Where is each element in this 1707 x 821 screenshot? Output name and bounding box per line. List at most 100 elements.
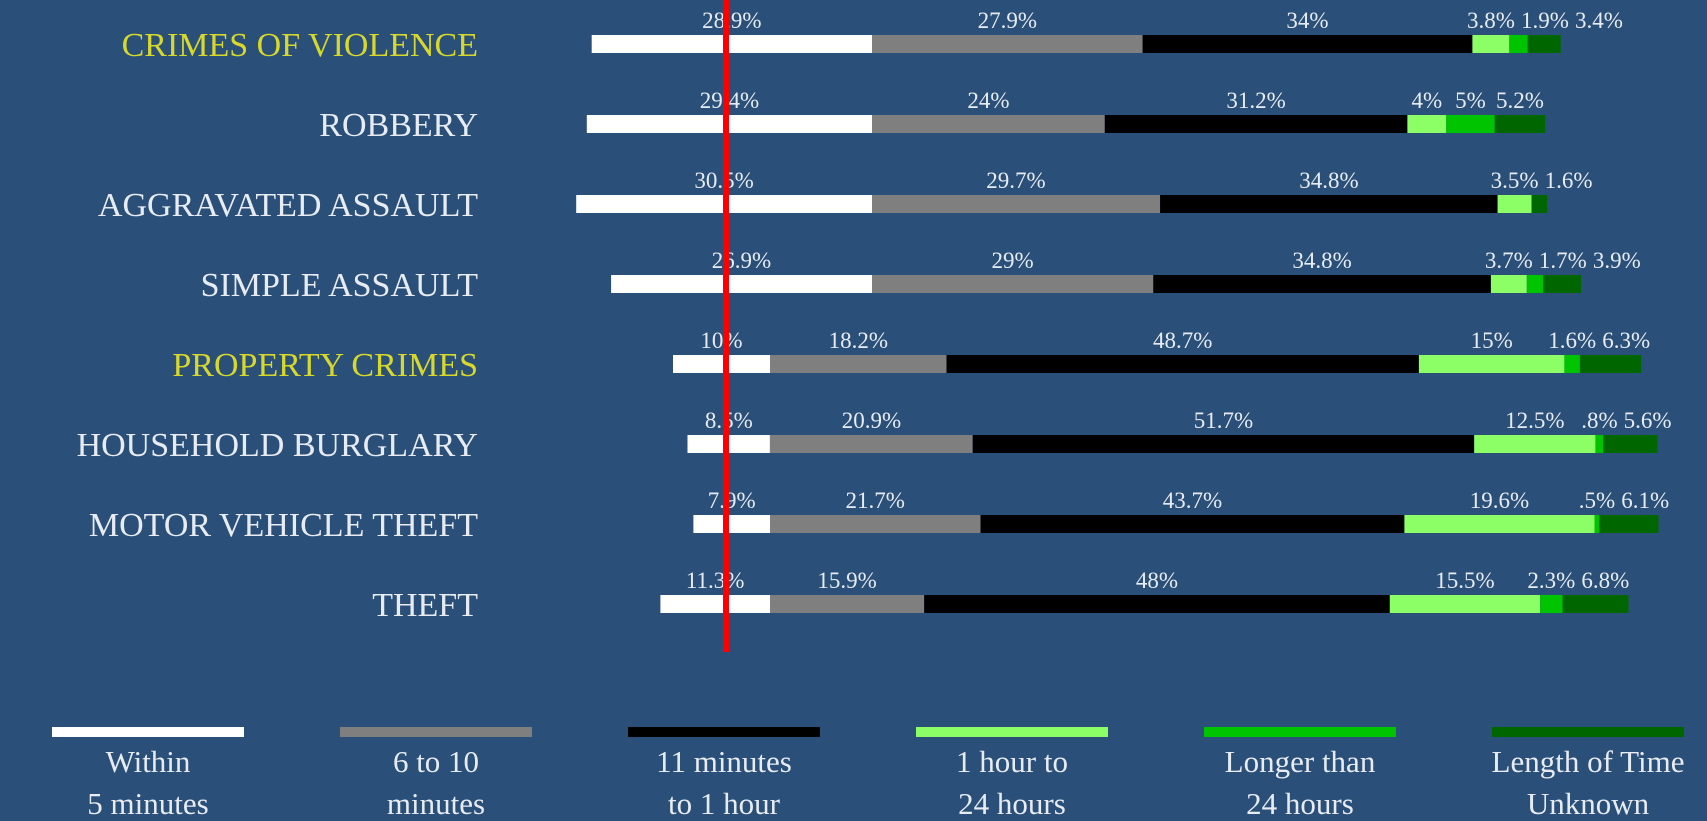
bar-segment-robbery-length-of-time-unknown <box>1494 115 1546 133</box>
bar-segment-household-burglary-11-minutes-to-1-hour <box>972 435 1475 453</box>
bar-segment-simple-assault-length-of-time-unknown <box>1543 275 1581 293</box>
bar-segment-theft-11-minutes-to-1-hour <box>924 595 1390 613</box>
value-label-simple-assault-within-5-minutes: 26.9% <box>712 248 771 273</box>
value-label-theft-within-5-minutes: 11.3% <box>686 568 745 593</box>
category-label-simple-assault: SIMPLE ASSAULT <box>201 267 479 304</box>
legend-swatch-1-hour-to-24-hours <box>916 727 1108 737</box>
value-label-theft-longer-than-24-hours: 2.3% <box>1527 568 1575 593</box>
legend-swatch-11-minutes-to-1-hour <box>628 727 820 737</box>
value-label-simple-assault-1-hour-to-24-hours: 3.7% <box>1485 248 1533 273</box>
value-label-crimes-of-violence-11-minutes-to-1-hour: 34% <box>1286 8 1328 33</box>
value-label-household-burglary-length-of-time-unknown: 5.6% <box>1624 408 1672 433</box>
bar-segment-theft-within-5-minutes <box>660 595 770 613</box>
bar-segment-theft-6-to-10-minutes <box>770 595 925 613</box>
legend-swatch-length-of-time-unknown <box>1492 727 1684 737</box>
value-label-property-crimes-6-to-10-minutes: 18.2% <box>829 328 888 353</box>
value-label-motor-vehicle-theft-length-of-time-unknown: 6.1% <box>1621 488 1669 513</box>
value-label-crimes-of-violence-longer-than-24-hours: 1.9% <box>1521 8 1569 33</box>
category-label-robbery: ROBBERY <box>319 107 478 144</box>
bar-segment-crimes-of-violence-within-5-minutes <box>591 35 872 53</box>
value-label-simple-assault-longer-than-24-hours: 1.7% <box>1539 248 1587 273</box>
bar-segment-aggravated-assault-1-hour-to-24-hours <box>1497 195 1532 213</box>
bar-segment-robbery-11-minutes-to-1-hour <box>1104 115 1408 133</box>
bar-segment-crimes-of-violence-11-minutes-to-1-hour <box>1142 35 1473 53</box>
legend-label-11-minutes-to-1-hour: 11 minutes <box>656 744 792 779</box>
reference-line-group <box>723 0 729 652</box>
category-labels: CRIMES OF VIOLENCE ROBBERY AGGRAVATED ASSA… <box>77 27 479 624</box>
category-label-theft: THEFT <box>372 587 478 624</box>
legend-swatch-within-5-minutes <box>52 727 244 737</box>
value-label-crimes-of-violence-6-to-10-minutes: 27.9% <box>978 8 1037 33</box>
bar-segment-motor-vehicle-theft-1-hour-to-24-hours <box>1404 515 1595 533</box>
value-label-theft-length-of-time-unknown: 6.8% <box>1581 568 1629 593</box>
legend-swatch-longer-than-24-hours <box>1204 727 1396 737</box>
legend-label-longer-than-24-hours: 24 hours <box>1246 786 1354 821</box>
bar-segment-robbery-longer-than-24-hours <box>1446 115 1495 133</box>
bar-segment-simple-assault-longer-than-24-hours <box>1526 275 1544 293</box>
value-label-motor-vehicle-theft-11-minutes-to-1-hour: 43.7% <box>1163 488 1222 513</box>
value-label-simple-assault-6-to-10-minutes: 29% <box>992 248 1034 273</box>
value-label-property-crimes-length-of-time-unknown: 6.3% <box>1602 328 1650 353</box>
value-label-robbery-longer-than-24-hours: 5% <box>1455 88 1486 113</box>
value-label-aggravated-assault-1-hour-to-24-hours: 3.5% <box>1491 168 1539 193</box>
value-label-aggravated-assault-11-minutes-to-1-hour: 34.8% <box>1299 168 1358 193</box>
value-label-property-crimes-1-hour-to-24-hours: 15% <box>1471 328 1513 353</box>
value-label-property-crimes-longer-than-24-hours: 1.6% <box>1548 328 1596 353</box>
value-label-property-crimes-within-5-minutes: 10% <box>700 328 742 353</box>
legend-swatch-6-to-10-minutes <box>340 727 532 737</box>
bar-segment-property-crimes-within-5-minutes <box>673 355 770 373</box>
bar-segment-motor-vehicle-theft-longer-than-24-hours <box>1594 515 1600 533</box>
legend-label-within-5-minutes: Within <box>106 744 191 779</box>
bar-segment-property-crimes-1-hour-to-24-hours <box>1418 355 1565 373</box>
bar-segment-household-burglary-longer-than-24-hours <box>1595 435 1604 453</box>
bar-segment-motor-vehicle-theft-length-of-time-unknown <box>1599 515 1659 533</box>
bar-segment-robbery-6-to-10-minutes <box>872 115 1105 133</box>
value-label-aggravated-assault-6-to-10-minutes: 29.7% <box>986 168 1045 193</box>
bar-segment-aggravated-assault-6-to-10-minutes <box>872 195 1161 213</box>
reference-line <box>723 0 729 652</box>
bar-segment-crimes-of-violence-length-of-time-unknown <box>1527 35 1561 53</box>
bars <box>576 35 1659 613</box>
bar-segment-theft-longer-than-24-hours <box>1540 595 1563 613</box>
category-label-crimes-of-violence: CRIMES OF VIOLENCE <box>122 27 478 64</box>
value-label-household-burglary-longer-than-24-hours: .8% <box>1581 408 1617 433</box>
bar-segment-theft-length-of-time-unknown <box>1562 595 1629 613</box>
value-label-aggravated-assault-length-of-time-unknown: 1.6% <box>1545 168 1593 193</box>
bar-segment-motor-vehicle-theft-within-5-minutes <box>693 515 770 533</box>
legend: Within 5 minutes 6 to 10 minutes 11 minutes t… <box>52 727 1684 821</box>
bar-segment-motor-vehicle-theft-11-minutes-to-1-hour <box>980 515 1405 533</box>
value-label-motor-vehicle-theft-longer-than-24-hours: .5% <box>1579 488 1615 513</box>
value-label-motor-vehicle-theft-1-hour-to-24-hours: 19.6% <box>1470 488 1529 513</box>
value-label-simple-assault-11-minutes-to-1-hour: 34.8% <box>1292 248 1351 273</box>
value-labels: 28.9% 27.9% 34% 3.8% 1.9% 3.4% 29.4% 24% 31.2% 4%… <box>686 8 1672 593</box>
value-label-theft-1-hour-to-24-hours: 15.5% <box>1435 568 1494 593</box>
value-label-robbery-within-5-minutes: 29.4% <box>700 88 759 113</box>
category-label-household-burglary: HOUSEHOLD BURGLARY <box>77 427 478 464</box>
value-label-simple-assault-length-of-time-unknown: 3.9% <box>1593 248 1641 273</box>
value-label-motor-vehicle-theft-within-5-minutes: 7.9% <box>708 488 756 513</box>
bar-segment-robbery-within-5-minutes <box>586 115 872 133</box>
bar-segment-aggravated-assault-length-of-time-unknown <box>1531 195 1548 213</box>
bar-segment-robbery-1-hour-to-24-hours <box>1407 115 1447 133</box>
bar-segment-property-crimes-11-minutes-to-1-hour <box>946 355 1419 373</box>
value-label-property-crimes-11-minutes-to-1-hour: 48.7% <box>1153 328 1212 353</box>
legend-label-within-5-minutes: 5 minutes <box>87 786 208 821</box>
legend-label-1-hour-to-24-hours: 24 hours <box>958 786 1066 821</box>
value-label-robbery-6-to-10-minutes: 24% <box>967 88 1009 113</box>
bar-segment-theft-1-hour-to-24-hours <box>1389 595 1541 613</box>
value-label-motor-vehicle-theft-6-to-10-minutes: 21.7% <box>845 488 904 513</box>
bar-segment-crimes-of-violence-longer-than-24-hours <box>1509 35 1528 53</box>
bar-segment-crimes-of-violence-1-hour-to-24-hours <box>1472 35 1510 53</box>
bar-segment-simple-assault-6-to-10-minutes <box>872 275 1154 293</box>
bar-segment-property-crimes-6-to-10-minutes <box>770 355 947 373</box>
legend-label-1-hour-to-24-hours: 1 hour to <box>956 744 1068 779</box>
value-label-crimes-of-violence-within-5-minutes: 28.9% <box>702 8 761 33</box>
legend-label-11-minutes-to-1-hour: to 1 hour <box>668 786 781 821</box>
bar-segment-property-crimes-length-of-time-unknown <box>1579 355 1641 373</box>
value-label-robbery-1-hour-to-24-hours: 4% <box>1411 88 1442 113</box>
value-label-robbery-length-of-time-unknown: 5.2% <box>1496 88 1544 113</box>
value-label-household-burglary-1-hour-to-24-hours: 12.5% <box>1505 408 1564 433</box>
legend-label-length-of-time-unknown: Unknown <box>1527 786 1650 821</box>
bar-segment-simple-assault-1-hour-to-24-hours <box>1490 275 1527 293</box>
